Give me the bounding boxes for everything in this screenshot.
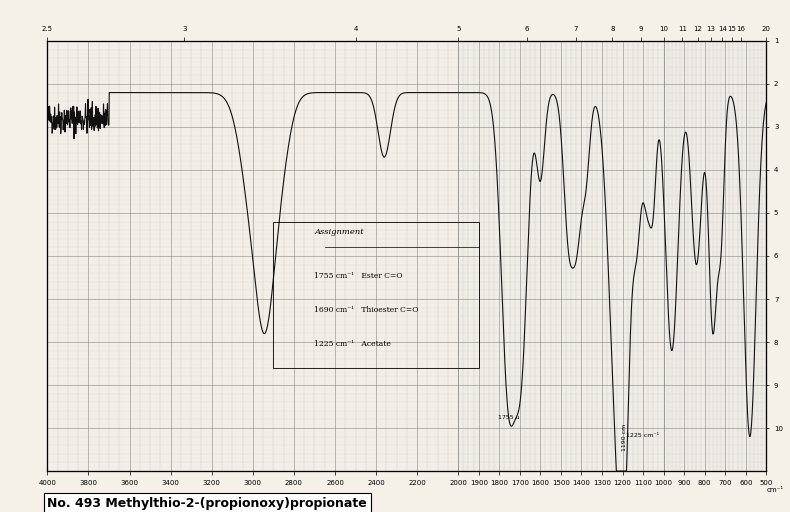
Text: 1755 cm⁻¹   Ester C=O: 1755 cm⁻¹ Ester C=O [314, 271, 403, 280]
Text: 1690 cm⁻¹   Thioester C=O: 1690 cm⁻¹ Thioester C=O [314, 306, 419, 314]
Text: 1225 cm⁻¹: 1225 cm⁻¹ [626, 433, 660, 438]
Text: 1225 cm⁻¹   Acetate: 1225 cm⁻¹ Acetate [314, 340, 391, 348]
Bar [273, 222, 479, 368]
Text: cm⁻¹: cm⁻¹ [766, 486, 784, 493]
Text: 1190 cm: 1190 cm [622, 423, 627, 451]
Text: 1755 u: 1755 u [498, 415, 519, 420]
Text: Assignment: Assignment [314, 228, 364, 237]
Text: No. 493 Methylthio-2-(propionoxy)propionate: No. 493 Methylthio-2-(propionoxy)propion… [47, 497, 367, 510]
